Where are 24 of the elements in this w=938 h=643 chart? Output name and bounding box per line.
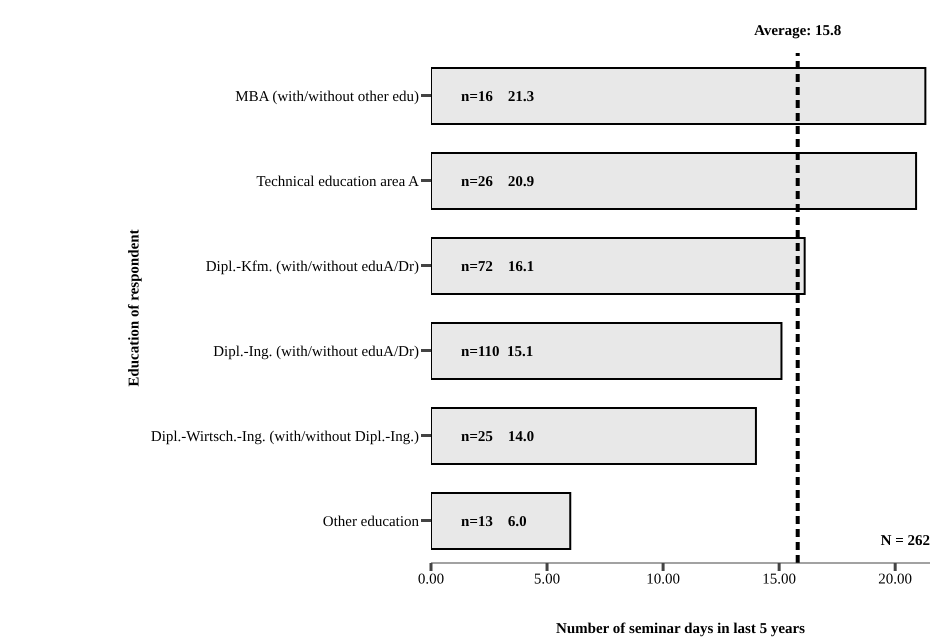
y-tick-label: Dipl.-Kfm. (with/without eduA/Dr)	[206, 258, 419, 275]
x-axis-title: Number of seminar days in last 5 years	[556, 621, 806, 637]
data-label: n=110 15.1	[461, 344, 534, 360]
y-tick-label: Dipl.-Wirtsch.-Ing. (with/without Dipl.-Ing.)	[150, 428, 419, 445]
data-label: n=16 21.3	[461, 89, 534, 105]
y-tick-label: Technical education area A	[256, 174, 420, 190]
x-tick-label: 15.00	[762, 572, 796, 588]
data-label: n=26 20.9	[461, 174, 534, 190]
bar	[431, 407, 757, 465]
bar	[431, 492, 572, 550]
y-tick-label: Other education	[322, 514, 420, 530]
data-label: n=13 6.0	[461, 514, 527, 530]
y-axis-title: Education of respondent	[126, 229, 142, 387]
ref-line-label: Average: 15.8	[754, 23, 842, 39]
data-label: n=25 14.0	[461, 429, 534, 445]
x-tick-label: 20.00	[878, 572, 912, 588]
annotation: N = 262	[880, 533, 930, 550]
x-tick-label: 5.00	[534, 572, 560, 588]
data-label: n=72 16.1	[461, 259, 534, 275]
y-tick-label: MBA (with/without other edu)	[235, 88, 419, 105]
x-tick-label: 10.00	[646, 572, 680, 588]
x-tick-label: 0.00	[418, 572, 444, 588]
bar	[431, 322, 782, 380]
y-tick-label: Dipl.-Ing. (with/without eduA/Dr)	[213, 344, 419, 360]
